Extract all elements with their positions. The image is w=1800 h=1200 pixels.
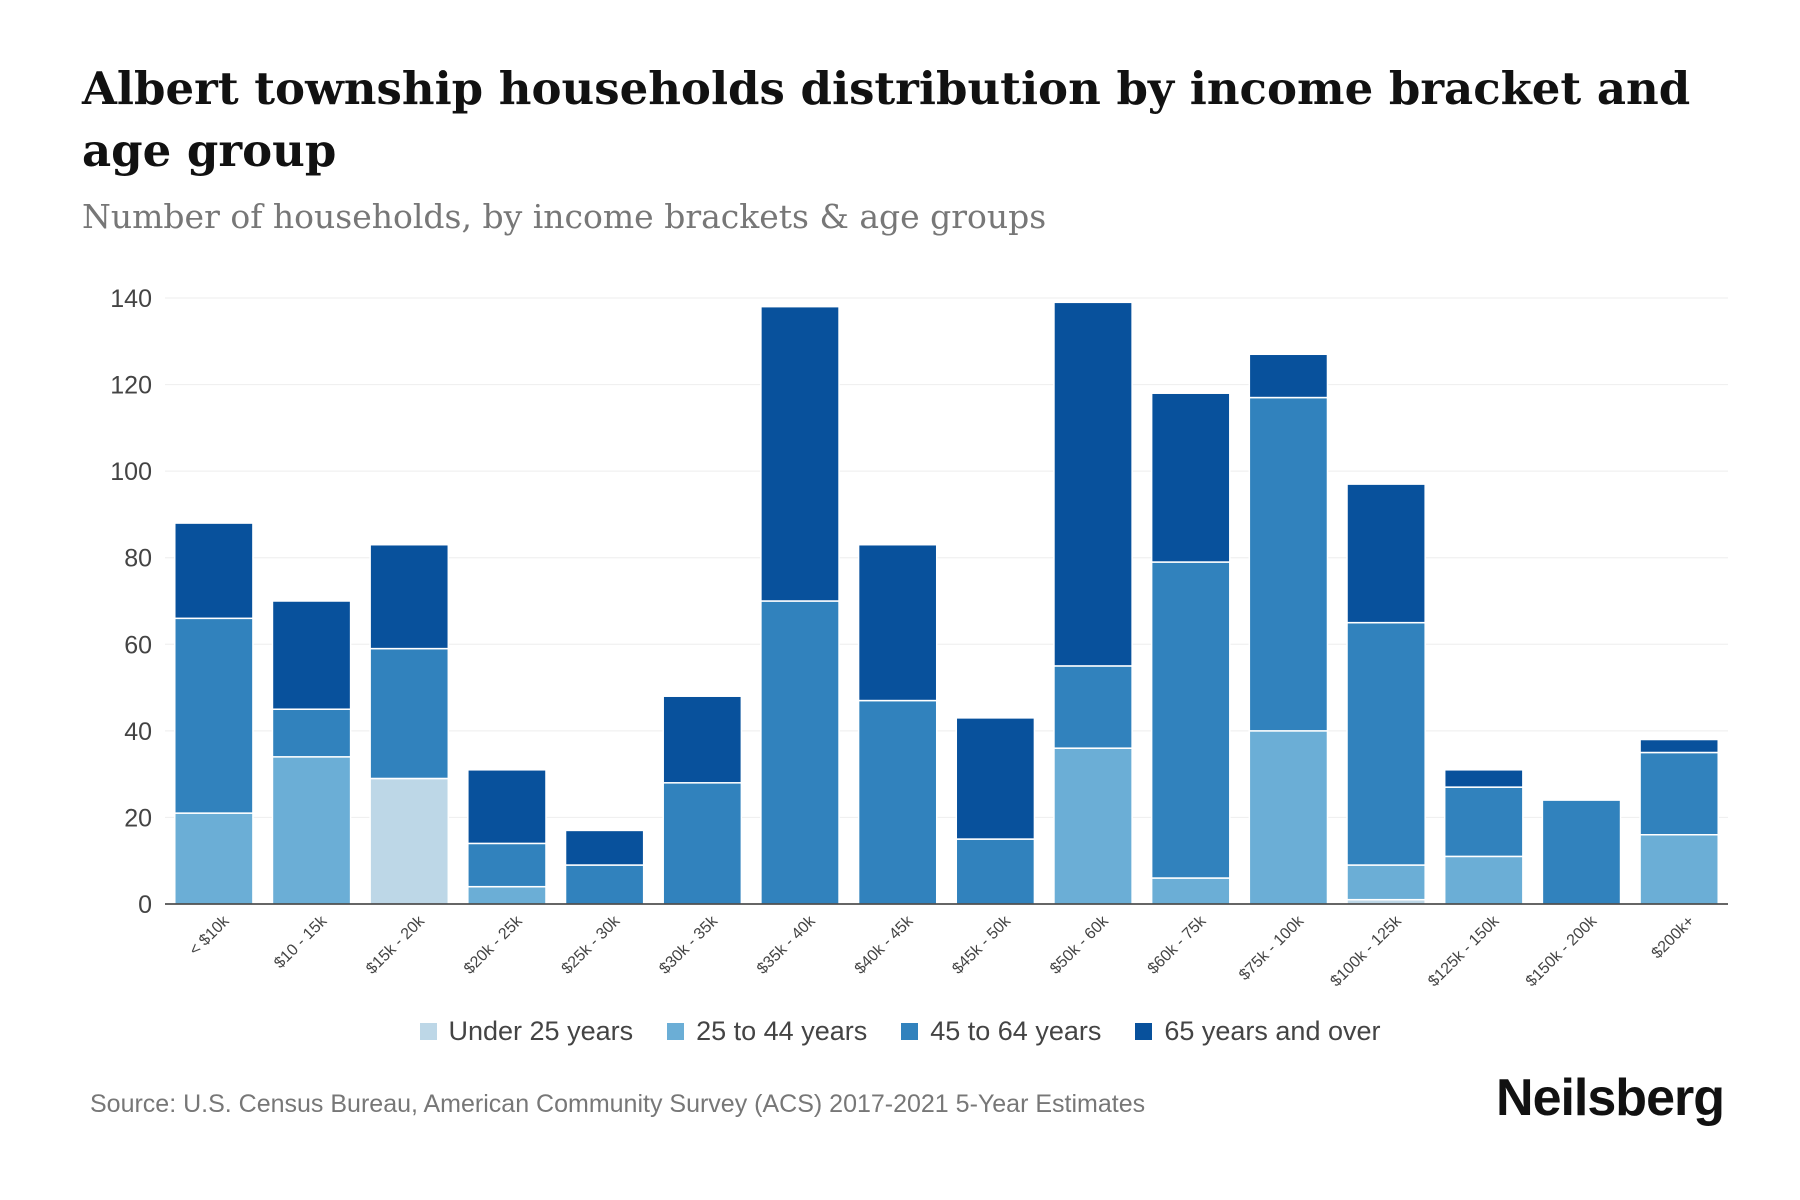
legend-item[interactable]: 65 years and over xyxy=(1135,1016,1381,1047)
x-tick-label: < $10k xyxy=(186,912,233,959)
legend-swatch xyxy=(419,1023,437,1040)
x-tick-label: $30k - 35k xyxy=(656,912,722,978)
bar-segment[interactable] xyxy=(1346,864,1426,901)
bar-segment[interactable] xyxy=(467,842,547,888)
bar-segment[interactable] xyxy=(369,647,450,780)
x-tick-label: $60k - 75k xyxy=(1145,912,1211,978)
bar-segment[interactable] xyxy=(564,829,645,866)
legend-label: Under 25 years xyxy=(448,1016,634,1046)
bar-segment[interactable] xyxy=(174,617,254,814)
x-tick-label: $35k - 40k xyxy=(754,912,820,978)
legend-label: 45 to 64 years xyxy=(930,1016,1102,1046)
y-axis: 0 20 40 60 80 100 120 140 xyxy=(110,285,152,919)
bar-segment[interactable] xyxy=(369,777,450,905)
x-tick-label: $20k - 25k xyxy=(461,912,527,978)
x-tick-label: $45k - 50k xyxy=(949,912,1015,978)
bar-segment[interactable] xyxy=(760,305,840,602)
chart-title: Albert township households distribution … xyxy=(82,62,1691,177)
bar-segment[interactable] xyxy=(1053,665,1133,749)
legend: Under 25 years 25 to 44 years 45 to 64 yea… xyxy=(0,1016,1800,1047)
bar-segment[interactable] xyxy=(271,600,352,710)
source-note: Source: U.S. Census Bureau, American Com… xyxy=(90,1090,1146,1118)
bar-segment[interactable] xyxy=(1639,738,1719,754)
bar-segment[interactable] xyxy=(1248,353,1329,399)
y-tick-label: 100 xyxy=(110,458,152,486)
bar-segment[interactable] xyxy=(1150,561,1231,879)
bar-segment[interactable] xyxy=(174,522,254,620)
y-tick-label: 120 xyxy=(110,372,152,400)
y-tick-label: 40 xyxy=(124,718,152,746)
legend-swatch xyxy=(1135,1023,1153,1040)
bars xyxy=(174,301,1719,905)
bar-segment[interactable] xyxy=(1248,730,1329,905)
bar-segment[interactable] xyxy=(1150,392,1231,563)
legend-swatch xyxy=(901,1023,919,1040)
x-tick-label: $15k - 20k xyxy=(363,912,429,978)
y-tick-label: 0 xyxy=(138,891,152,919)
x-tick-label: $75k - 100k xyxy=(1236,912,1308,984)
legend-swatch xyxy=(667,1023,685,1040)
x-axis-labels: < $10k $10 - 15k $15k - 20k $20k - 25k $25k … xyxy=(186,912,1698,990)
x-tick-label: $25k - 30k xyxy=(559,912,625,978)
bar-segment[interactable] xyxy=(467,769,547,845)
bar-segment[interactable] xyxy=(174,812,254,905)
bar-segment[interactable] xyxy=(271,708,352,758)
bar-segment[interactable] xyxy=(467,885,547,905)
bar-segment[interactable] xyxy=(1443,769,1524,788)
bar-segment[interactable] xyxy=(857,699,938,905)
bar-segment[interactable] xyxy=(1248,396,1329,732)
bar-segment[interactable] xyxy=(1150,877,1231,905)
brand-logo: Neilsberg xyxy=(1496,1069,1725,1127)
stacked-bar-chart: 0 20 40 60 80 100 120 140 < $10k $10 - 15k $15k -… xyxy=(110,285,1728,990)
bar-segment[interactable] xyxy=(1639,833,1719,905)
bar-segment[interactable] xyxy=(760,600,840,905)
bar-segment[interactable] xyxy=(662,782,743,905)
legend-item[interactable]: Under 25 years xyxy=(419,1016,634,1047)
y-tick-label: 20 xyxy=(124,804,152,832)
legend-label: 65 years and over xyxy=(1164,1016,1381,1046)
bar-segment[interactable] xyxy=(955,717,1036,840)
bar-segment[interactable] xyxy=(369,543,450,650)
bar-segment[interactable] xyxy=(1443,855,1524,905)
y-tick-label: 80 xyxy=(124,545,152,573)
x-tick-label: $150k - 200k xyxy=(1523,912,1601,990)
bar-segment[interactable] xyxy=(662,695,743,784)
x-tick-label: $10 - 15k xyxy=(271,912,331,972)
x-tick-label: $100k - 125k xyxy=(1327,912,1405,990)
bar-segment[interactable] xyxy=(1639,751,1719,836)
legend-label: 25 to 44 years xyxy=(696,1016,868,1046)
bar-segment[interactable] xyxy=(1346,621,1426,866)
bar-segment[interactable] xyxy=(955,838,1036,905)
y-tick-label: 60 xyxy=(124,631,152,659)
x-tick-label: $200k+ xyxy=(1649,913,1698,962)
x-tick-label: $50k - 60k xyxy=(1047,912,1113,978)
bar-segment[interactable] xyxy=(564,864,645,905)
bar-segment[interactable] xyxy=(271,756,352,905)
bar-segment[interactable] xyxy=(1346,483,1426,624)
bar-segment[interactable] xyxy=(1053,747,1133,905)
legend-item[interactable]: 25 to 44 years xyxy=(667,1016,867,1047)
bar-segment[interactable] xyxy=(1443,786,1524,858)
x-tick-label: $40k - 45k xyxy=(852,912,918,978)
chart-subtitle: Number of households, by income brackets… xyxy=(82,197,1047,236)
bar-segment[interactable] xyxy=(857,543,938,702)
x-tick-label: $125k - 150k xyxy=(1425,912,1503,990)
bar-segment[interactable] xyxy=(1053,301,1133,667)
y-tick-label: 140 xyxy=(110,285,152,313)
bar-segment[interactable] xyxy=(1541,799,1622,905)
legend-item[interactable]: 45 to 64 years xyxy=(901,1016,1101,1047)
